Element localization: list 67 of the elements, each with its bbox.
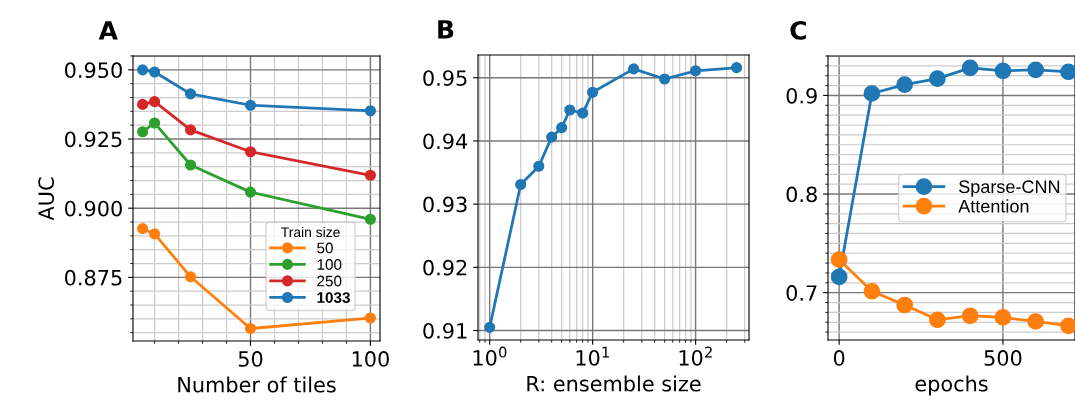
legend-label: 250 <box>317 275 342 287</box>
point <box>961 59 979 77</box>
x-axis-title: epochs <box>915 375 988 396</box>
point <box>364 105 376 117</box>
x-tick-label: 0 <box>833 350 845 366</box>
point <box>149 96 161 108</box>
y-tick-label: 0.93 <box>423 196 467 213</box>
point <box>994 62 1012 80</box>
y-tick-label: 0.94 <box>423 133 468 150</box>
y-tick-label: 0.875 <box>65 269 122 286</box>
point <box>830 268 848 286</box>
point <box>137 126 149 138</box>
point <box>137 64 149 76</box>
y-tick-label: 0.7 <box>786 285 817 301</box>
legend-label: Sparse-CNN <box>959 180 1060 197</box>
legend-label: 100 <box>317 259 342 270</box>
point <box>137 223 149 235</box>
point <box>929 311 946 329</box>
chart-title: B <box>438 20 454 39</box>
x-tick-label: 10$^{2}$ <box>679 346 712 366</box>
y-tick-label: 0.950 <box>65 62 122 79</box>
x-axis-title: Number of tiles <box>178 376 336 393</box>
legend-label: Attention <box>958 199 1029 213</box>
point <box>1027 313 1045 330</box>
point <box>896 296 913 314</box>
y-tick-label: 0.9 <box>786 87 817 104</box>
point <box>364 169 376 181</box>
point <box>994 309 1012 326</box>
legend-title: Train size <box>281 226 340 238</box>
y-tick-label: 0.925 <box>65 131 122 148</box>
legend-label: 50 <box>317 242 333 254</box>
point <box>184 88 197 100</box>
point <box>149 117 161 129</box>
chart-title: C <box>790 20 806 40</box>
y-tick-label: 0.91 <box>423 322 467 339</box>
point <box>961 307 979 325</box>
point <box>244 99 257 111</box>
y-tick-label: 0.900 <box>65 200 122 217</box>
point <box>244 186 257 198</box>
point <box>244 322 257 335</box>
x-tick-label: 500 <box>984 350 1022 366</box>
point <box>1027 61 1045 79</box>
point <box>149 66 161 78</box>
point <box>364 312 376 324</box>
chart-title: A <box>98 21 118 40</box>
point <box>184 124 197 136</box>
y-tick-label: 0.95 <box>423 70 467 86</box>
x-tick-label: 50 <box>238 351 263 367</box>
x-tick-label: 100 <box>352 351 389 367</box>
y-tick-label: 0.8 <box>786 186 817 203</box>
point <box>184 159 197 171</box>
point <box>863 85 881 102</box>
point <box>137 98 149 110</box>
x-tick-label: 10$^{0}$ <box>473 346 507 366</box>
point <box>364 213 376 225</box>
point <box>929 70 946 88</box>
y-axis-title: AUC <box>38 177 55 221</box>
point <box>149 228 161 240</box>
point <box>896 76 913 93</box>
point <box>863 282 881 300</box>
point <box>244 146 257 158</box>
point <box>184 271 197 283</box>
x-tick-label: 10$^{1}$ <box>576 346 609 366</box>
y-tick-label: 0.92 <box>423 259 467 276</box>
legend-label: 1033 <box>317 292 350 303</box>
point <box>830 251 848 268</box>
x-axis-title: R: ensemble size <box>527 375 701 392</box>
